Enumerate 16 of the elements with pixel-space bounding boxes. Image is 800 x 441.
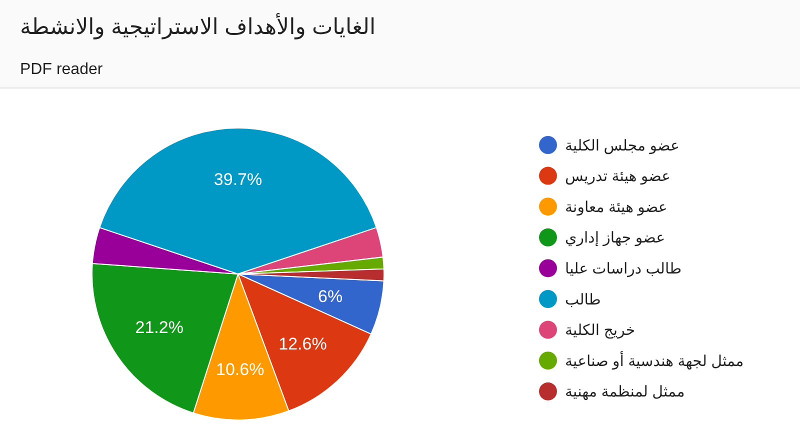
- legend-label: طالب: [565, 291, 601, 308]
- data-label: 12.6%: [278, 334, 327, 354]
- chart-subtitle: PDF reader: [20, 61, 104, 78]
- legend-label: عضو هيئة معاونة: [565, 198, 668, 216]
- legend-label: ممثل لمنظمة مهنية: [565, 384, 685, 401]
- legend-label: طالب دراسات عليا: [565, 260, 682, 278]
- data-label: 6%: [318, 287, 343, 306]
- legend-label: عضو مجلس الكلية: [565, 137, 680, 154]
- legend-label: عضو هيئة تدريس: [565, 168, 671, 186]
- legend-label: خريج الكلية: [565, 322, 636, 340]
- chart-title: الغايات والأهداف الاستراتيجية والانشطة: [20, 13, 376, 40]
- data-label: 10.6%: [216, 360, 264, 379]
- legend-label: ممثل لجهة هندسية أو صناعية: [565, 350, 744, 370]
- legend-label: عضو جهاز إداري: [565, 230, 666, 247]
- data-label: 21.2%: [135, 318, 184, 338]
- data-label: 39.7%: [214, 170, 262, 190]
